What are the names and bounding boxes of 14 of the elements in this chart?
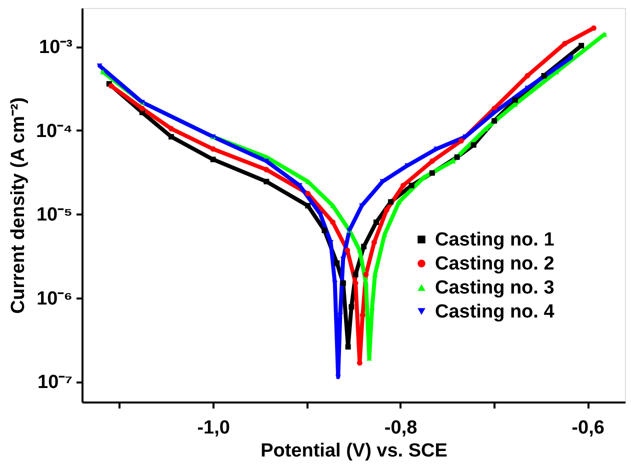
x-tick-label: -1,0 [197, 418, 230, 438]
legend-label: Casting no. 1 [435, 230, 555, 250]
legend-label: Casting no. 3 [435, 278, 554, 298]
x-tick-label: -0,6 [572, 418, 604, 438]
y-tick-label: 10⁻⁷ [38, 372, 73, 394]
y-tick-label: 10⁻⁶ [36, 288, 72, 310]
y-tick-label: 10⁻⁵ [36, 204, 72, 226]
x-tick-label: -0,8 [384, 418, 418, 438]
y-axis-title: Current density (A cm⁻²) [8, 97, 29, 314]
x-axis-title: Potential (V) vs. SCE [260, 440, 448, 462]
legend-label: Casting no. 2 [435, 254, 554, 274]
legend-label: Casting no. 4 [435, 302, 555, 322]
y-tick-label: 10⁻³ [39, 37, 72, 58]
y-tick-label: 10⁻⁴ [36, 120, 72, 142]
